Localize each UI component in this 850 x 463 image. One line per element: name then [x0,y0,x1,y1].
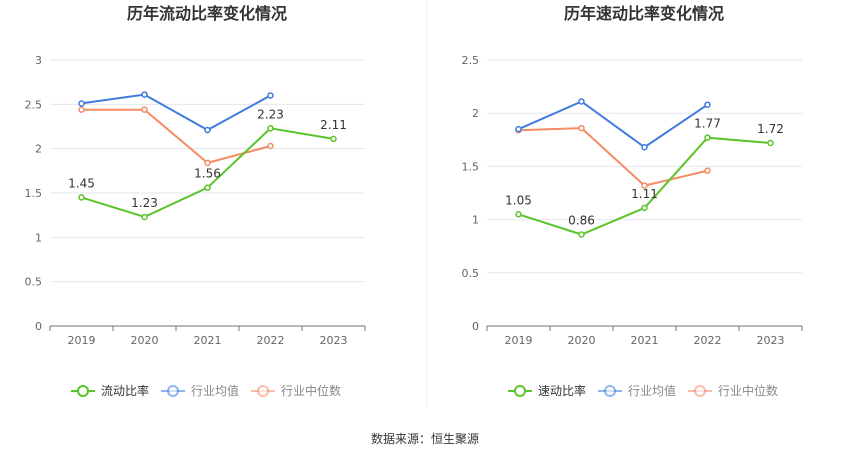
data-point[interactable] [578,124,585,132]
x-tick-label: 2023 [320,334,348,347]
series-line [518,100,709,149]
legend-label: 行业均值 [191,383,239,398]
series-line [81,93,271,132]
legend-label: 行业中位数 [718,383,778,398]
data-point[interactable] [267,142,274,150]
chart-2: 历年速动比率变化情况 0 0.5 1 1.5 2 2.5 2019 2020 2021 2022 20… [462,4,803,398]
legend-item[interactable]: 行业中位数 [251,383,341,398]
legend-swatch-marker [167,385,179,397]
data-point[interactable] [515,211,522,218]
data-point[interactable] [641,143,648,151]
data-point[interactable] [330,135,337,143]
legend-swatch-marker [77,385,89,397]
x-tick-label: 2022 [257,334,285,347]
data-label: 1.77 [694,117,721,131]
data-label: 1.23 [131,196,158,210]
y-tick-label: 0 [472,320,479,333]
data-point[interactable] [704,134,711,141]
y-tick-label: 3 [35,54,42,67]
legend-item[interactable]: 流动比率 [71,383,149,398]
y-tick-label: 1.5 [25,187,43,200]
data-point[interactable] [141,213,148,221]
data-point[interactable] [641,204,648,212]
data-label: 1.45 [68,176,95,190]
y-tick-label: 1 [35,231,42,244]
data-point[interactable] [704,101,711,108]
x-tick-label: 2019 [505,334,533,347]
data-point[interactable] [641,182,648,189]
x-tick-label: 2023 [757,334,785,347]
legend-label: 行业中位数 [281,383,341,398]
y-tick-label: 2.5 [25,98,43,111]
legend-label: 速动比率 [538,383,586,398]
y-tick-label: 0.5 [25,276,43,289]
data-label: 2.11 [320,118,347,132]
x-tick-label: 2021 [631,334,659,347]
data-point[interactable] [204,159,211,167]
y-tick-label: 0.5 [462,267,480,280]
legend-swatch-marker [257,385,269,397]
data-point[interactable] [78,106,85,113]
data-label: 1.56 [194,167,221,181]
legend-swatch-marker [604,385,616,397]
x-tick-label: 2021 [194,334,222,347]
legend-item[interactable]: 行业中位数 [688,383,778,398]
data-point[interactable] [78,194,85,201]
y-tick-label: 2 [35,143,42,156]
x-tick-label: 2022 [694,334,722,347]
data-point[interactable] [578,231,585,238]
legend-item[interactable]: 行业均值 [598,383,676,398]
y-tick-label: 2 [472,107,479,120]
x-tick-label: 2020 [131,334,159,347]
data-point[interactable] [141,91,148,98]
series-line [518,127,708,187]
legend-item[interactable]: 行业均值 [161,383,239,398]
data-label: 1.72 [757,122,784,136]
data-point[interactable] [204,184,211,191]
data-point[interactable] [515,125,522,133]
data-point[interactable] [267,125,274,132]
data-point[interactable] [767,139,774,147]
data-point[interactable] [141,106,148,113]
chart-1: 历年流动比率变化情况 0 0.5 1 1.5 2 2.5 3 2019 2020 2021 2022 2… [25,4,366,398]
source-text: 数据来源：恒生聚源 [371,431,479,446]
legend-swatch-marker [694,385,706,397]
data-point[interactable] [78,100,85,107]
legend-label: 流动比率 [101,383,149,398]
data-label: 2.23 [257,107,284,121]
data-label: 1.11 [631,187,658,201]
y-tick-label: 0 [35,320,42,333]
y-tick-label: 1.5 [462,160,480,173]
data-point[interactable] [204,126,211,134]
chart-title: 历年速动比率变化情况 [564,4,724,23]
legend-label: 行业均值 [628,383,676,398]
series-line [81,108,271,165]
x-tick-label: 2020 [568,334,596,347]
data-label: 0.86 [568,213,595,227]
x-tick-label: 2019 [68,334,96,347]
data-label: 1.05 [505,193,532,207]
chart-title: 历年流动比率变化情况 [127,4,287,23]
data-point[interactable] [704,167,711,174]
legend-swatch-marker [514,385,526,397]
legend-item[interactable]: 速动比率 [508,383,586,398]
y-tick-label: 2.5 [462,54,480,67]
data-point[interactable] [267,92,274,99]
data-point[interactable] [578,98,585,105]
y-tick-label: 1 [472,214,479,227]
